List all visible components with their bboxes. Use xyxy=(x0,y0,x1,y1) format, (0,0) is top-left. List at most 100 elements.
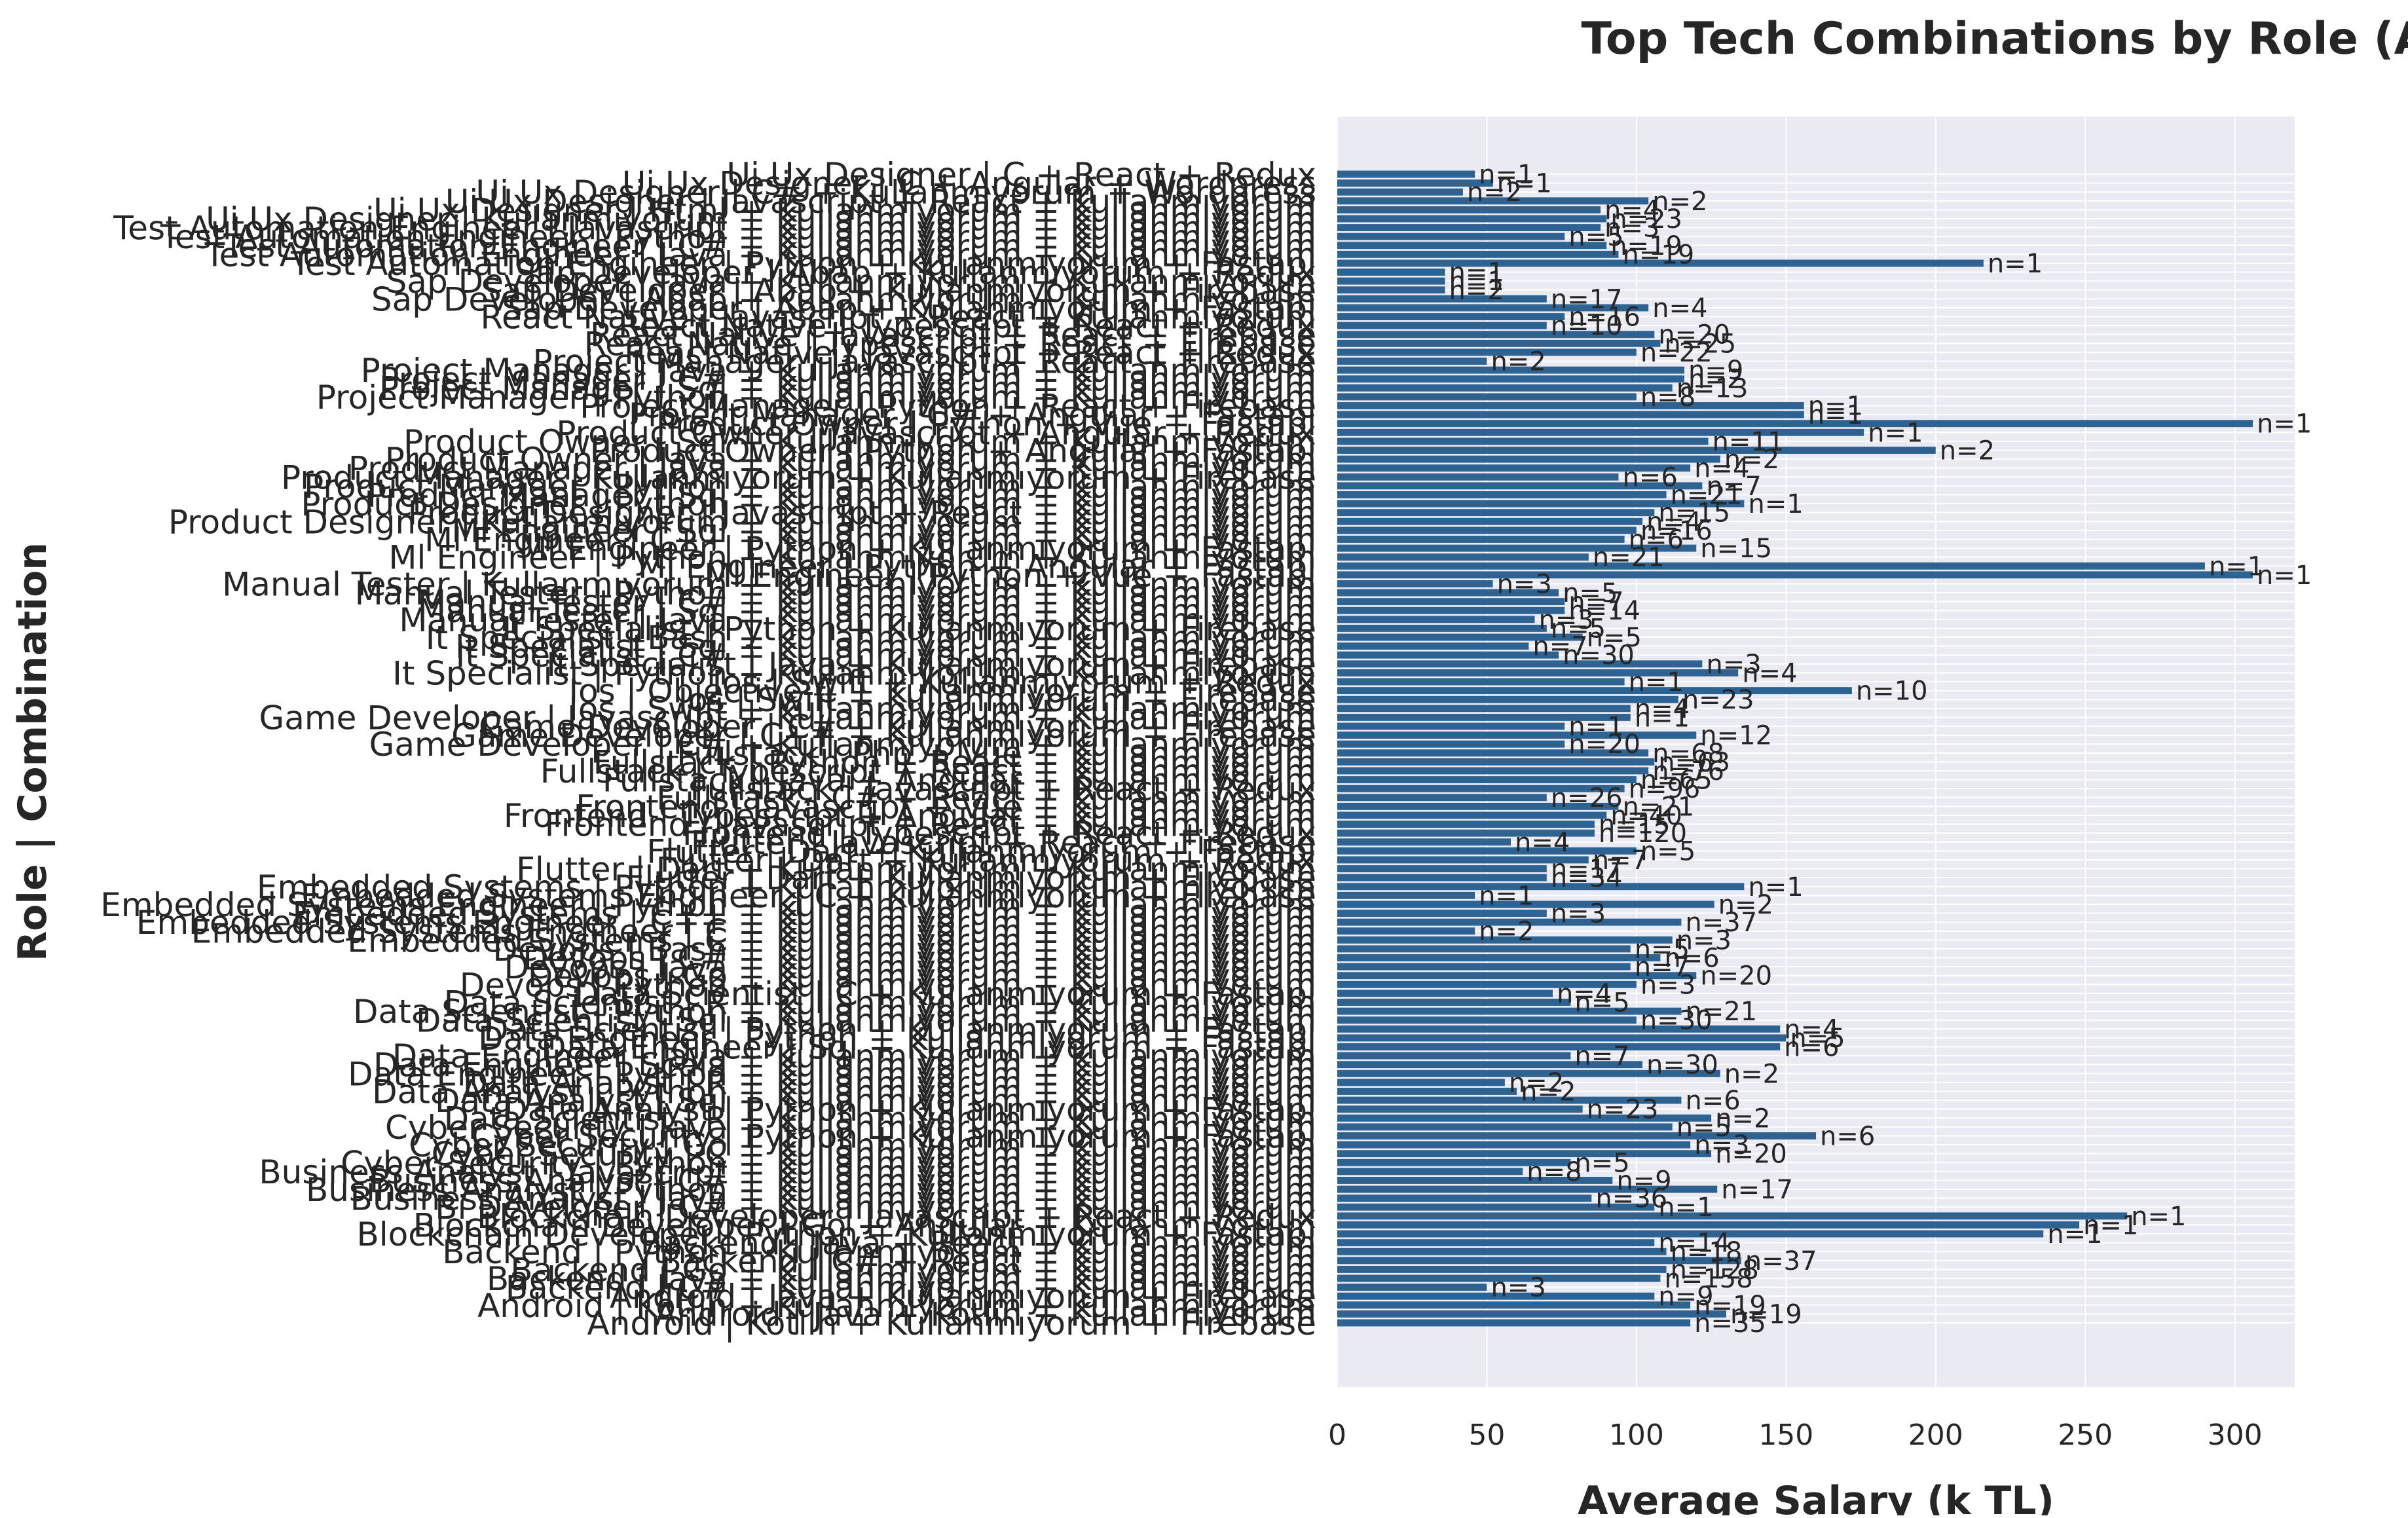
bar-count-label: n=20 xyxy=(1715,1139,1787,1170)
y-tick-label: It Specialist | Python + Kullanmıyorum +… xyxy=(502,610,1316,648)
y-tick-label: Data Analyst | R + Kullanmıyorum + Kulla… xyxy=(463,1064,1316,1102)
y-tick-label: Game Developer | C++ + Kullanmıyorum + F… xyxy=(451,717,1316,755)
bar xyxy=(1337,331,1655,339)
bar xyxy=(1337,420,2253,428)
y-tick-label: Data Engineer | Sql + Kullanmıyorum + Fa… xyxy=(541,1028,1316,1066)
bar xyxy=(1337,1158,1571,1166)
bar-count-label: n=21 xyxy=(1593,543,1665,573)
bar xyxy=(1337,536,1625,543)
y-tick-label: Sap Developer | Abap + Kullanmıyorum + F… xyxy=(481,272,1316,310)
bar xyxy=(1337,1016,1637,1024)
bar-count-label: n=15 xyxy=(1658,498,1730,528)
bar xyxy=(1337,669,1739,676)
bar xyxy=(1337,847,1637,855)
y-tick-label: Business Analyst | Python + Kullanmıyoru… xyxy=(306,1171,1316,1209)
y-tick-label: Backend | C# + React + Kullanmıyorum xyxy=(659,1242,1316,1280)
bar-count-label: n=20 xyxy=(1700,961,1772,991)
bar xyxy=(1337,402,1804,409)
bar-count-label: n=3 xyxy=(1604,213,1659,244)
bar-count-label: n=96 xyxy=(1629,774,1701,804)
bar-count-label: n=35 xyxy=(1694,1308,1766,1339)
bar-count-label: n=40 xyxy=(1610,801,1682,831)
bar xyxy=(1337,428,1864,436)
bar xyxy=(1337,1257,1741,1265)
bar-count-label: n=2 xyxy=(1652,187,1707,217)
bar-count-label: n=6 xyxy=(1622,462,1677,492)
bar-count-label: n=30 xyxy=(1640,1006,1713,1036)
y-tick-label: Flutter | Dart + Kullanmıyorum + Fastapi xyxy=(646,832,1316,870)
y-tick-label: Project Manager | C# + Kullanmıyorum + K… xyxy=(379,361,1316,399)
x-tick-labels: 0 50 100 150 200 250 300 xyxy=(1328,1418,2263,1452)
y-tick-label: Cyber Security | C + Kullanmıyorum + Kul… xyxy=(432,1136,1316,1174)
chart-title: Top Tech Combinations by Role (Avg Salar… xyxy=(1582,13,2408,65)
bar-count-label: n=4 xyxy=(1557,979,1612,1009)
bar-count-label: n=16 xyxy=(1568,303,1640,333)
bar xyxy=(1337,1069,1720,1077)
bar xyxy=(1337,705,1631,713)
bar xyxy=(1337,1052,1571,1060)
bar-count-label: n=26 xyxy=(1551,783,1623,813)
bar-count-label: n=1 xyxy=(2047,1219,2102,1250)
bar xyxy=(1337,1230,2044,1238)
bar-count-label: n=21 xyxy=(1671,480,1743,510)
y-tick-label: It Specialist | Java + Kullanmıyorum + F… xyxy=(546,646,1316,684)
bar xyxy=(1337,197,1649,205)
y-tick-label: Ml Engineer | Python + Angular + Fastapi xyxy=(638,547,1316,585)
bar xyxy=(1337,891,1475,899)
bar-count-label: n=19 xyxy=(1694,1291,1766,1321)
bar xyxy=(1337,215,1607,223)
bar-count-label: n=5 xyxy=(1676,1113,1732,1143)
bar-count-label: n=4 xyxy=(1635,694,1690,724)
bar-count-label: n=22 xyxy=(1640,338,1713,368)
bar-count-label: n=2 xyxy=(1509,1068,1564,1098)
y-tick-label: Product Owner | Sql + Kullanmıyorum + Ku… xyxy=(403,423,1316,461)
bar-count-label: n=6 xyxy=(1784,1032,1839,1062)
y-tick-label: Sap Developer | Abap + Kullanmıyorum + F… xyxy=(502,289,1316,327)
bar xyxy=(1337,1105,1583,1113)
bar-count-label: n=20 xyxy=(1658,320,1730,350)
x-tick-label: 50 xyxy=(1468,1418,1505,1452)
bar xyxy=(1337,1034,1787,1042)
bar xyxy=(1337,651,1559,659)
bar xyxy=(1337,1239,1655,1247)
bar xyxy=(1337,1248,1667,1255)
bar-count-label: n=1 xyxy=(1629,667,1684,697)
bar-count-label: n=4 xyxy=(1652,293,1707,324)
y-tick-label: Android | Kotlin + Kullanmıyorum + Fireb… xyxy=(587,1305,1316,1342)
bar-count-label: n=19 xyxy=(1622,240,1694,270)
bar xyxy=(1337,1203,1655,1211)
bar-count-label: n=15 xyxy=(1700,534,1772,564)
bar-count-label: n=3 xyxy=(1676,925,1732,955)
y-tick-label: Product Owner | Javascript + Angular + R… xyxy=(556,414,1316,452)
y-tick-label: Product Owner | Python + Angular + Fasta… xyxy=(590,432,1316,470)
bar xyxy=(1337,517,1643,525)
bar-count-label: n=2 xyxy=(1467,177,1522,208)
bar-count-label: n=3 xyxy=(1491,1273,1546,1303)
bar-count-label: n=1 xyxy=(2257,561,2312,591)
bar-count-label: n=17 xyxy=(1551,855,1623,885)
bar xyxy=(1337,464,1691,472)
y-tick-label: Flutter | Dart + Kullanmıyorum + Redux xyxy=(660,842,1316,879)
y-tick-label: Project Manager | C# + Angular + Fastapi xyxy=(629,396,1316,434)
bar-count-label: n=2 xyxy=(1688,365,1743,395)
bar xyxy=(1337,411,1804,418)
bar xyxy=(1337,366,1684,374)
x-axis-label: Average Salary (k TL) xyxy=(1578,1478,2054,1515)
y-tick-label: Manual Tester | Python + Kullanmıyorum +… xyxy=(355,574,1316,612)
bar xyxy=(1337,606,1565,614)
y-tick-label: Devops | Java + Kullanmıyorum + Kullanmı… xyxy=(504,948,1316,986)
bar xyxy=(1337,375,1684,383)
bar-count-label: n=1 xyxy=(1808,392,1863,422)
bar-count-label: n=7 xyxy=(1568,587,1623,618)
y-tick-label: Embedded Systems | C++ + Kullanmıyorum +… xyxy=(292,895,1316,933)
y-tick-label: Ios | Swift + Kullanmıyorum + Firebase xyxy=(678,681,1317,719)
bar-count-label: n=4 xyxy=(1646,507,1701,537)
bar-count-label: n=9 xyxy=(1658,1282,1713,1312)
bar-count-label: n=15 xyxy=(1599,810,1671,840)
bar-count-label: n=1 xyxy=(1988,249,2043,279)
bar-count-label: n=4 xyxy=(1604,195,1659,225)
bar-count-label: n=2 xyxy=(1940,436,1995,466)
bar xyxy=(1337,918,1682,926)
bar xyxy=(1337,1123,1673,1131)
